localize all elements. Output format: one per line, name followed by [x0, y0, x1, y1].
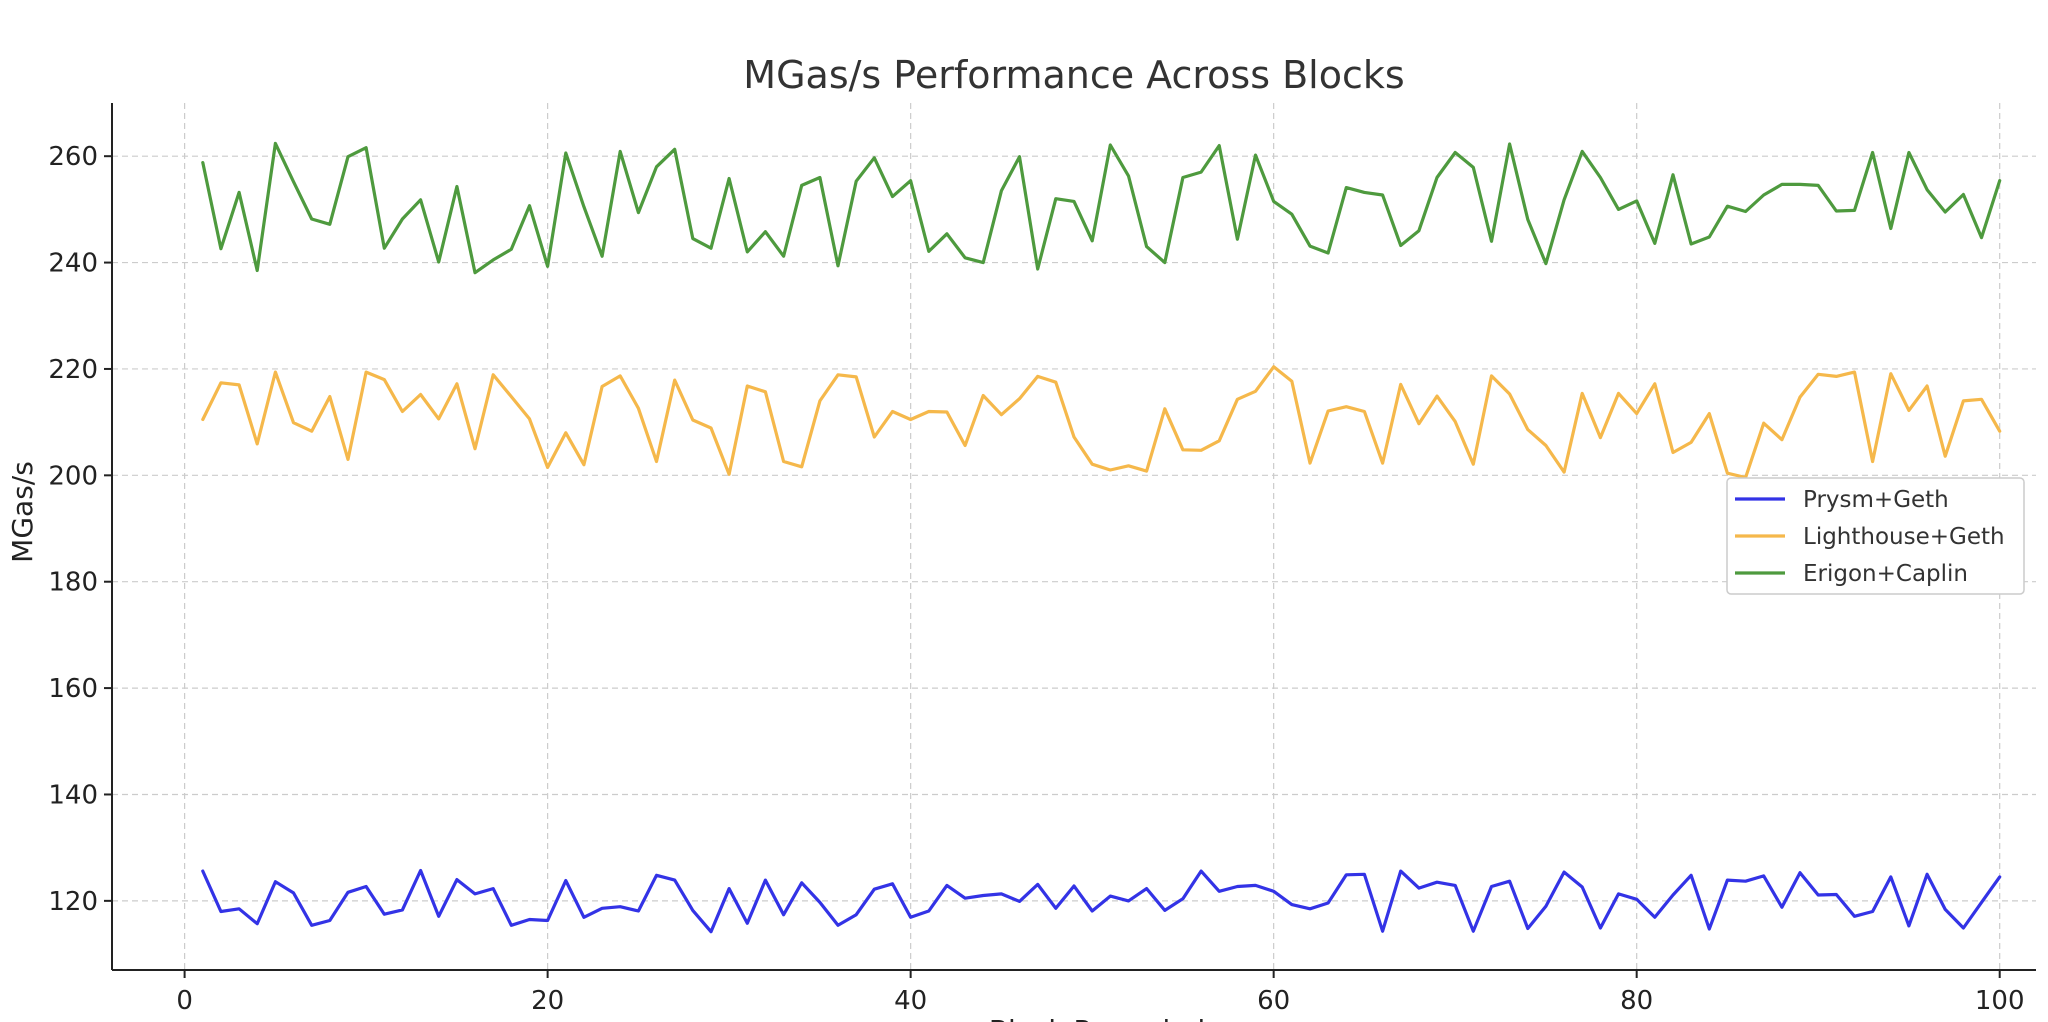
- y-tick-label: 160: [48, 674, 98, 704]
- y-tick-label: 120: [48, 887, 98, 917]
- legend: Prysm+Geth Lighthouse+Geth Erigon+Caplin: [1726, 477, 2025, 595]
- y-tick-label: 240: [48, 249, 98, 279]
- series-line-lighthouse-geth: [201, 365, 2002, 480]
- x-tick-label: 80: [1620, 986, 1653, 1016]
- y-tick-label: 200: [48, 461, 98, 491]
- legend-label: Erigon+Caplin: [1803, 561, 1968, 587]
- y-tick-label: 180: [48, 568, 98, 598]
- y-tick-label: 220: [48, 355, 98, 385]
- legend-label: Lighthouse+Geth: [1803, 524, 2005, 550]
- x-tick-label: 0: [176, 986, 193, 1016]
- x-axis-title: Block Recorded: [989, 1014, 1205, 1022]
- y-tick-label: 140: [48, 780, 98, 810]
- y-axis-title: MGas/s: [6, 461, 39, 563]
- legend-label: Prysm+Geth: [1803, 487, 1949, 513]
- axes: [111, 103, 2036, 971]
- y-tick-label: 260: [48, 142, 98, 172]
- series-line-erigon-caplin: [201, 141, 2002, 275]
- x-tick-label: 100: [1975, 986, 2025, 1016]
- x-tick-label: 20: [531, 986, 564, 1016]
- ticks: 0 20 40 60 80 100 120 140 160 180 200 220 240 260: [48, 142, 2024, 1016]
- legend-box: [1726, 477, 2025, 595]
- series-lines: [201, 141, 2002, 934]
- chart-title: MGas/s Performance Across Blocks: [743, 53, 1404, 97]
- x-tick-label: 40: [894, 986, 927, 1016]
- x-tick-label: 60: [1257, 986, 1290, 1016]
- series-line-prysm-geth: [201, 868, 2002, 934]
